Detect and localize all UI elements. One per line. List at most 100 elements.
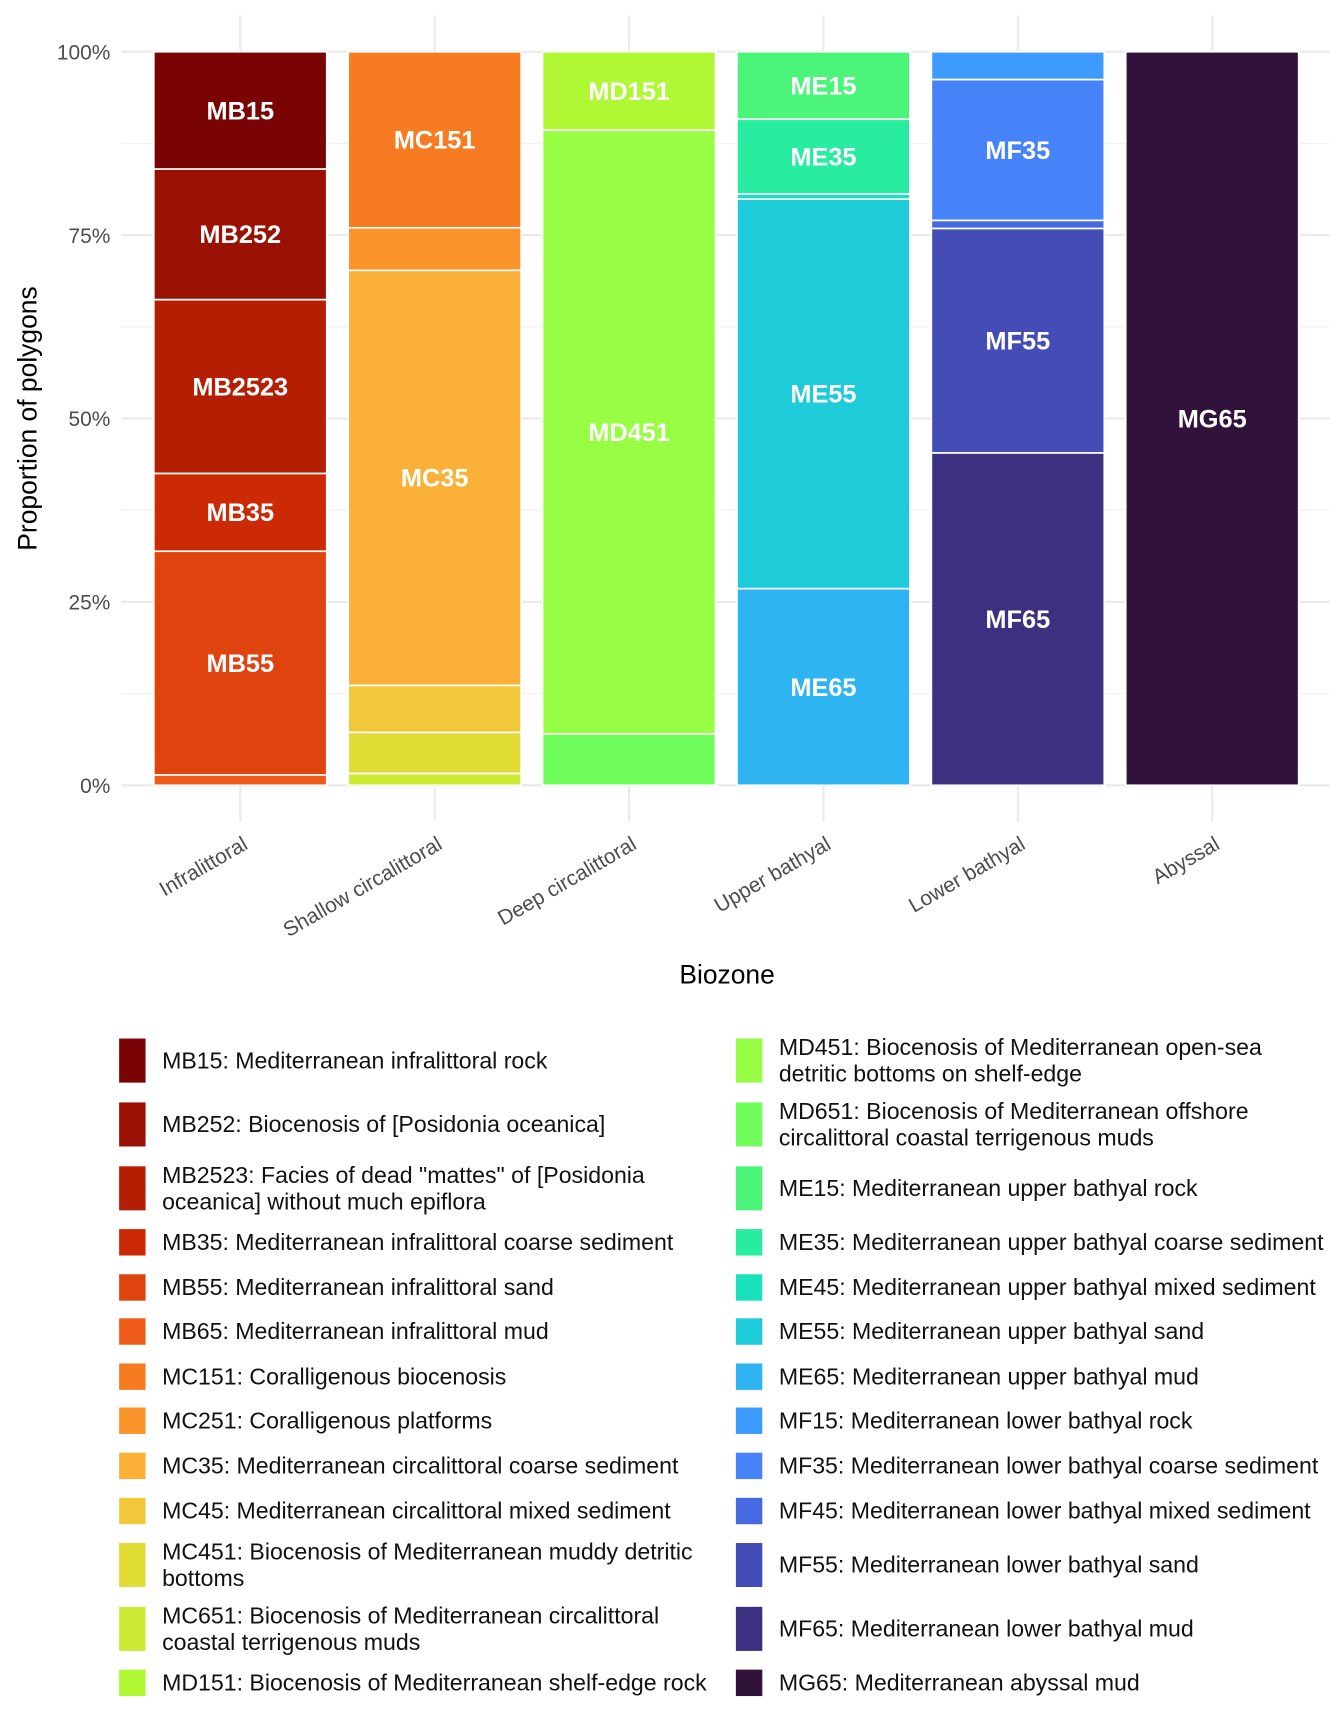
legend-label: MG65: Mediterranean abyssal mud bbox=[779, 1670, 1140, 1696]
legend-swatch bbox=[735, 1166, 763, 1211]
segment-label: ME65 bbox=[790, 674, 856, 702]
legend-swatch bbox=[735, 1452, 763, 1480]
y-tick-label: 25% bbox=[68, 592, 110, 615]
segment-label: MB15 bbox=[206, 97, 274, 125]
legend-item: MC151: Coralligenous biocenosis bbox=[119, 1363, 506, 1390]
bar-segment-ME55 bbox=[736, 198, 911, 590]
legend-item: MC651: Biocenosis of Mediterranean circa… bbox=[119, 1602, 659, 1655]
legend-item: MC251: Coralligenous platforms bbox=[119, 1407, 492, 1434]
legend-swatch bbox=[735, 1542, 763, 1588]
legend-swatch bbox=[119, 1038, 146, 1083]
legend-swatch bbox=[735, 1038, 763, 1083]
legend-item: MC35: Mediterranean circalittoral coarse… bbox=[119, 1453, 679, 1480]
legend-label: MC651: Biocenosis of Mediterranean circa… bbox=[162, 1602, 659, 1628]
bar-segment-MB55 bbox=[152, 550, 328, 776]
bar-segment-ME35 bbox=[736, 118, 911, 195]
legend-swatch bbox=[119, 1318, 146, 1345]
segment-label: ME15 bbox=[790, 72, 856, 100]
legend-swatch bbox=[119, 1606, 146, 1651]
legend-swatch bbox=[119, 1274, 146, 1301]
bar-segment-MB2523 bbox=[152, 298, 328, 475]
segment-label: MG65 bbox=[1178, 405, 1247, 433]
legend-label: detritic bottoms on shelf-edge bbox=[779, 1061, 1082, 1087]
bar-segment-MB35 bbox=[152, 472, 328, 553]
bar-segment-MC251 bbox=[347, 226, 522, 272]
x-axis-title: Biozone bbox=[679, 959, 774, 989]
legend-swatch bbox=[119, 1166, 146, 1211]
bar-segment-MC151 bbox=[347, 50, 522, 229]
legend-swatch bbox=[119, 1229, 146, 1256]
bar-segment-MF45 bbox=[930, 219, 1106, 230]
legend-item: MF55: Mediterranean lower bathyal sand bbox=[735, 1542, 1199, 1588]
bar-segment-MD151 bbox=[541, 50, 717, 132]
segment-label: MB35 bbox=[206, 499, 274, 527]
x-tick-label: Lower bathyal bbox=[905, 832, 1029, 917]
legend-label: coastal terrigenous muds bbox=[162, 1629, 420, 1655]
segment-label: MB2523 bbox=[192, 373, 288, 401]
bar-segment-ME65 bbox=[736, 587, 911, 787]
legend-item: MC451: Biocenosis of Mediterranean muddy… bbox=[119, 1538, 693, 1591]
x-tick-label: Deep circalittoral bbox=[494, 832, 640, 930]
y-tick-label: 50% bbox=[68, 408, 110, 431]
legend-label: MF55: Mediterranean lower bathyal sand bbox=[779, 1552, 1199, 1578]
legend-item: ME45: Mediterranean upper bathyal mixed … bbox=[735, 1274, 1316, 1301]
legend-item: ME55: Mediterranean upper bathyal sand bbox=[735, 1318, 1204, 1345]
legend-item: MB35: Mediterranean infralittoral coarse… bbox=[119, 1229, 674, 1256]
legend-item: MB2523: Facies of dead "mattes" of [Posi… bbox=[119, 1162, 645, 1214]
bar-shallow-circalittoral: MC151 MC35 bbox=[347, 50, 522, 787]
legend-label: MB252: Biocenosis of [Posidonia oceanica… bbox=[162, 1111, 605, 1137]
bar-segment-MD451 bbox=[541, 129, 717, 735]
y-axis-title: Proportion of polygons bbox=[13, 286, 43, 550]
legend-label: circalittoral coastal terrigenous muds bbox=[779, 1124, 1154, 1150]
legend-item: MD151: Biocenosis of Mediterranean shelf… bbox=[119, 1670, 707, 1697]
legend-swatch bbox=[119, 1497, 146, 1525]
bar-segment-MF55 bbox=[930, 227, 1106, 454]
legend-swatch bbox=[735, 1102, 763, 1147]
legend-swatch bbox=[119, 1542, 146, 1588]
bar-segment-MC35 bbox=[347, 269, 522, 687]
bars: MB15 MB252 MB2523 MB35 MB55 MC151 MC35 MD151 MD4… bbox=[152, 50, 1300, 787]
legend-label: MD451: Biocenosis of Mediterranean open-… bbox=[779, 1034, 1262, 1060]
x-tick-label: Upper bathyal bbox=[711, 832, 835, 917]
legend-label: MC451: Biocenosis of Mediterranean muddy… bbox=[162, 1538, 693, 1564]
legend-label: MF65: Mediterranean lower bathyal mud bbox=[779, 1616, 1194, 1642]
bar-deep-circalittoral: MD151 MD451 bbox=[541, 50, 717, 787]
bar-segment-MC651 bbox=[347, 772, 522, 787]
legend-label: bottoms bbox=[162, 1565, 244, 1591]
bar-segment-MG65 bbox=[1124, 50, 1300, 787]
bar-lower-bathyal: MF35 MF55 MF65 bbox=[930, 50, 1106, 787]
bar-segment-MD651 bbox=[541, 733, 717, 787]
legend-label: MD151: Biocenosis of Mediterranean shelf… bbox=[162, 1670, 707, 1696]
x-tick-label: Shallow circalittoral bbox=[280, 832, 446, 941]
legend-label: ME35: Mediterranean upper bathyal coarse… bbox=[779, 1229, 1324, 1255]
bar-segment-MB15 bbox=[152, 50, 328, 170]
bar-segment-ME15 bbox=[736, 50, 911, 121]
y-tick-label: 100% bbox=[57, 41, 110, 64]
legend-swatch bbox=[119, 1669, 146, 1697]
legend-label: ME55: Mediterranean upper bathyal sand bbox=[779, 1318, 1204, 1344]
legend-label: MC151: Coralligenous biocenosis bbox=[162, 1363, 506, 1389]
bar-segment-MF35 bbox=[930, 78, 1106, 222]
legend-swatch bbox=[735, 1229, 763, 1256]
legend-label: ME65: Mediterranean upper bathyal mud bbox=[779, 1363, 1199, 1389]
legend-item: MD651: Biocenosis of Mediterranean offsh… bbox=[735, 1098, 1249, 1150]
legend-swatch bbox=[119, 1452, 146, 1480]
legend-label: MB35: Mediterranean infralittoral coarse… bbox=[162, 1229, 674, 1255]
legend-label: MC35: Mediterranean circalittoral coarse… bbox=[162, 1453, 679, 1479]
legend-label: ME15: Mediterranean upper bathyal rock bbox=[779, 1175, 1198, 1201]
segment-label: MF35 bbox=[985, 137, 1050, 165]
legend-label: MB65: Mediterranean infralittoral mud bbox=[162, 1318, 549, 1344]
legend-swatch bbox=[735, 1497, 763, 1525]
segment-label: MC35 bbox=[401, 465, 469, 493]
bar-abyssal: MG65 bbox=[1124, 50, 1300, 787]
x-tick-label: Infralittoral bbox=[156, 832, 252, 901]
legend-item: MC45: Mediterranean circalittoral mixed … bbox=[119, 1498, 671, 1525]
legend-item: ME35: Mediterranean upper bathyal coarse… bbox=[735, 1229, 1324, 1256]
legend-swatch bbox=[735, 1274, 763, 1301]
x-tick-label: Abyssal bbox=[1149, 832, 1224, 889]
legend-swatch bbox=[735, 1407, 763, 1434]
legend-label: MC251: Coralligenous platforms bbox=[162, 1407, 492, 1433]
legend-label: MF15: Mediterranean lower bathyal rock bbox=[779, 1407, 1193, 1433]
legend-swatch bbox=[735, 1318, 763, 1345]
